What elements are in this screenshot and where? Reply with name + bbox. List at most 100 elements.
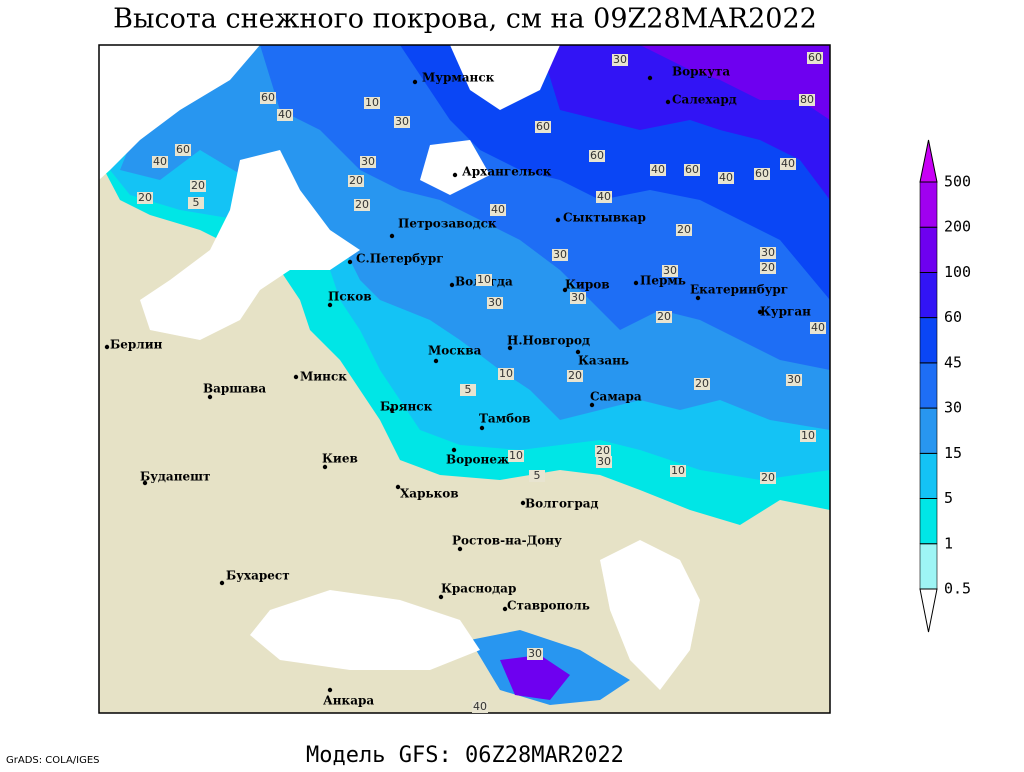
colorbar-label: 1 (944, 534, 953, 552)
city-label: Краснодар (441, 582, 516, 596)
city-label: Н.Новгород (507, 334, 590, 348)
city-label: С.Петербург (356, 252, 444, 266)
contour-label: 40 (491, 203, 505, 216)
city-dot (449, 282, 455, 288)
contour-label: 60 (261, 91, 275, 104)
contour-label-box (650, 164, 666, 176)
city-dot (433, 358, 439, 364)
contour-label-box (188, 197, 204, 209)
contour-label-box (656, 311, 672, 323)
contour-label-box (394, 116, 410, 128)
city-label: Брянск (380, 400, 433, 414)
contour-label-box (786, 374, 802, 386)
contour-label: 30 (361, 155, 375, 168)
contour-label-box (760, 247, 776, 259)
city-label: Екатеринбург (690, 283, 788, 297)
city-label: Тамбов (479, 412, 530, 426)
city-dot (327, 302, 333, 308)
colorbar-label: 45 (944, 353, 962, 371)
city-label: Ростов-на-Дону (452, 534, 562, 548)
contour-label: 40 (597, 190, 611, 203)
city-dot (219, 580, 225, 586)
city-label: Варшава (203, 382, 266, 396)
contour-label-box (490, 204, 506, 216)
contour-label-box (529, 470, 545, 482)
contour-label-box (277, 109, 293, 121)
contour-label: 30 (761, 246, 775, 259)
city-dot (389, 407, 395, 413)
colorbar-label: 30 (944, 399, 962, 417)
map-layers (99, 45, 830, 713)
city-label: Анкара (323, 694, 374, 708)
city-label: Москва (428, 344, 482, 358)
colorbar-band (919, 317, 938, 364)
colorbar-band (919, 498, 938, 545)
colorbar-label: 60 (944, 308, 962, 326)
contour-label: 10 (365, 96, 379, 109)
contour-label-box (476, 274, 492, 286)
city-dot (589, 402, 595, 408)
contour-label-box (799, 94, 815, 106)
contour-label: 40 (473, 700, 487, 713)
city-dot (412, 79, 418, 85)
sea (250, 590, 480, 670)
contour-label-box (498, 368, 514, 380)
colorbar-band (919, 453, 938, 499)
city-dot (633, 280, 639, 286)
contour-label: 20 (568, 369, 582, 382)
city-dot (322, 464, 328, 470)
city-dot (665, 99, 671, 105)
city-dot (562, 287, 568, 293)
contour-label-box (552, 249, 568, 261)
city-label: Мурманск (422, 71, 495, 85)
city-label: Ставрополь (507, 599, 590, 613)
contour-label: 10 (509, 449, 523, 462)
contour-label: 20 (761, 471, 775, 484)
city-label: Казань (578, 354, 629, 368)
contour-label: 10 (499, 367, 513, 380)
contour-label-box (460, 384, 476, 396)
city-label: Сыктывкар (563, 211, 646, 225)
contour-label-box (718, 172, 734, 184)
city-label: Воронеж (446, 453, 509, 467)
city-label: Воркута (672, 65, 730, 79)
contour-label-box (595, 445, 611, 457)
contour-label-box (527, 648, 543, 660)
colorbar-label: 200 (944, 218, 971, 236)
map: Мурманск Воркута Салехард Архангельск Сыктыв… (98, 44, 831, 714)
city-label: Харьков (400, 487, 459, 501)
credit: GrADS: COLA/IGES (6, 755, 100, 766)
contour-label: 10 (671, 464, 685, 477)
city-label: Минск (300, 370, 347, 384)
city-dot (389, 233, 395, 239)
contour-label: 20 (191, 179, 205, 192)
contour-label-box (684, 164, 700, 176)
city-label: Самара (590, 390, 642, 404)
city-dot (507, 345, 513, 351)
map-frame (98, 44, 831, 714)
contour-label: 30 (613, 53, 627, 66)
city-label: Бухарест (226, 569, 290, 583)
colorbar-label: 100 (944, 263, 971, 281)
colorbar-band (919, 226, 938, 273)
colorbar-band (919, 362, 938, 409)
colorbar-band (919, 272, 938, 318)
contour-label-box (807, 52, 823, 64)
city-label: Будапешт (140, 470, 210, 484)
contour-label-box (364, 97, 380, 109)
city-dot (293, 374, 299, 380)
contour-label-box (670, 465, 686, 477)
contour-label-box (535, 121, 551, 133)
contour-label: 5 (534, 469, 541, 482)
city-label: Архангельск (462, 165, 552, 179)
colorbar-label: 500 (944, 173, 971, 191)
contour-label-box (800, 430, 816, 442)
colorbar-label: 5 (944, 489, 953, 507)
city-label: Волгоград (525, 497, 598, 511)
contour-label: 40 (719, 171, 733, 184)
contour-label: 40 (278, 108, 292, 121)
city-dot (555, 217, 561, 223)
contour-label: 40 (781, 157, 795, 170)
city-label: Петрозаводск (398, 217, 497, 231)
